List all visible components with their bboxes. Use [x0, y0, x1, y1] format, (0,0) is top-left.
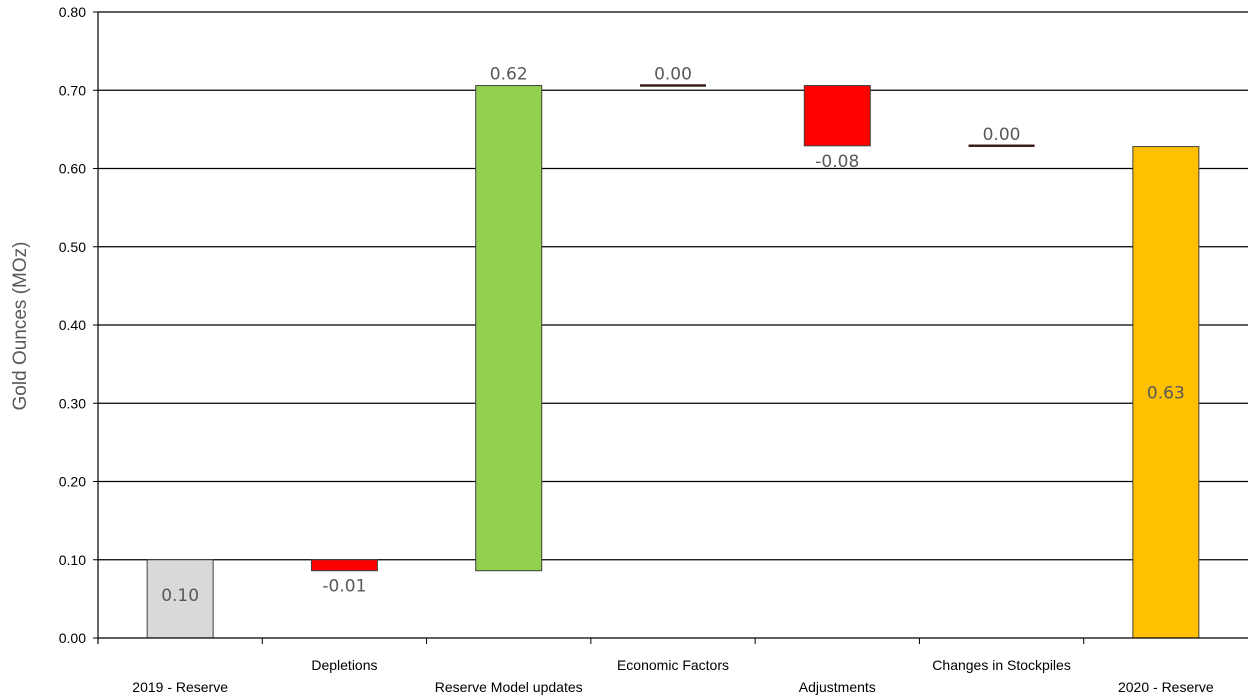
y-tick-label: 0.60	[59, 161, 86, 177]
y-tick-label: 0.50	[59, 239, 86, 255]
y-tick-label: 0.40	[59, 317, 86, 333]
bars	[146, 84, 1200, 639]
data-label: 0.00	[983, 125, 1021, 145]
x-category-label: 2020 - Reserve	[1118, 679, 1214, 695]
bar	[475, 85, 543, 572]
axes: 0.00 0.10 0.20 0.30 0.40 0.50 0.60 0.70 0.80 2019…	[59, 4, 1248, 695]
data-label: 0.62	[490, 65, 528, 85]
x-category-label: Adjustments	[799, 679, 876, 695]
y-axis-label: Gold Ounces (MOz)	[10, 242, 31, 411]
data-label: -0.08	[815, 152, 859, 172]
y-tick-label: 0.80	[59, 4, 86, 20]
x-category-label: 2019 - Reserve	[132, 679, 228, 695]
gridlines	[98, 11, 1248, 561]
data-label: 0.00	[654, 65, 692, 85]
bar	[803, 85, 871, 147]
y-tick-label: 0.10	[59, 552, 86, 568]
x-category-label: Reserve Model updates	[435, 679, 583, 695]
bar	[146, 559, 214, 639]
data-label: 0.63	[1147, 383, 1185, 403]
y-tick-label: 0.30	[59, 395, 86, 411]
x-category-label: Changes in Stockpiles	[932, 657, 1071, 673]
x-category-label: Depletions	[311, 657, 377, 673]
y-tick-label: 0.00	[59, 630, 86, 646]
data-labels: 0.10 -0.01 0.62 0.00 -0.08 0.00 0.63	[161, 65, 1185, 607]
y-tick-label: 0.20	[59, 474, 86, 490]
x-category-label: Economic Factors	[617, 657, 729, 673]
data-label: -0.01	[322, 577, 366, 597]
data-label: 0.10	[161, 586, 199, 606]
y-tick-label: 0.70	[59, 82, 86, 98]
bar	[310, 559, 378, 572]
